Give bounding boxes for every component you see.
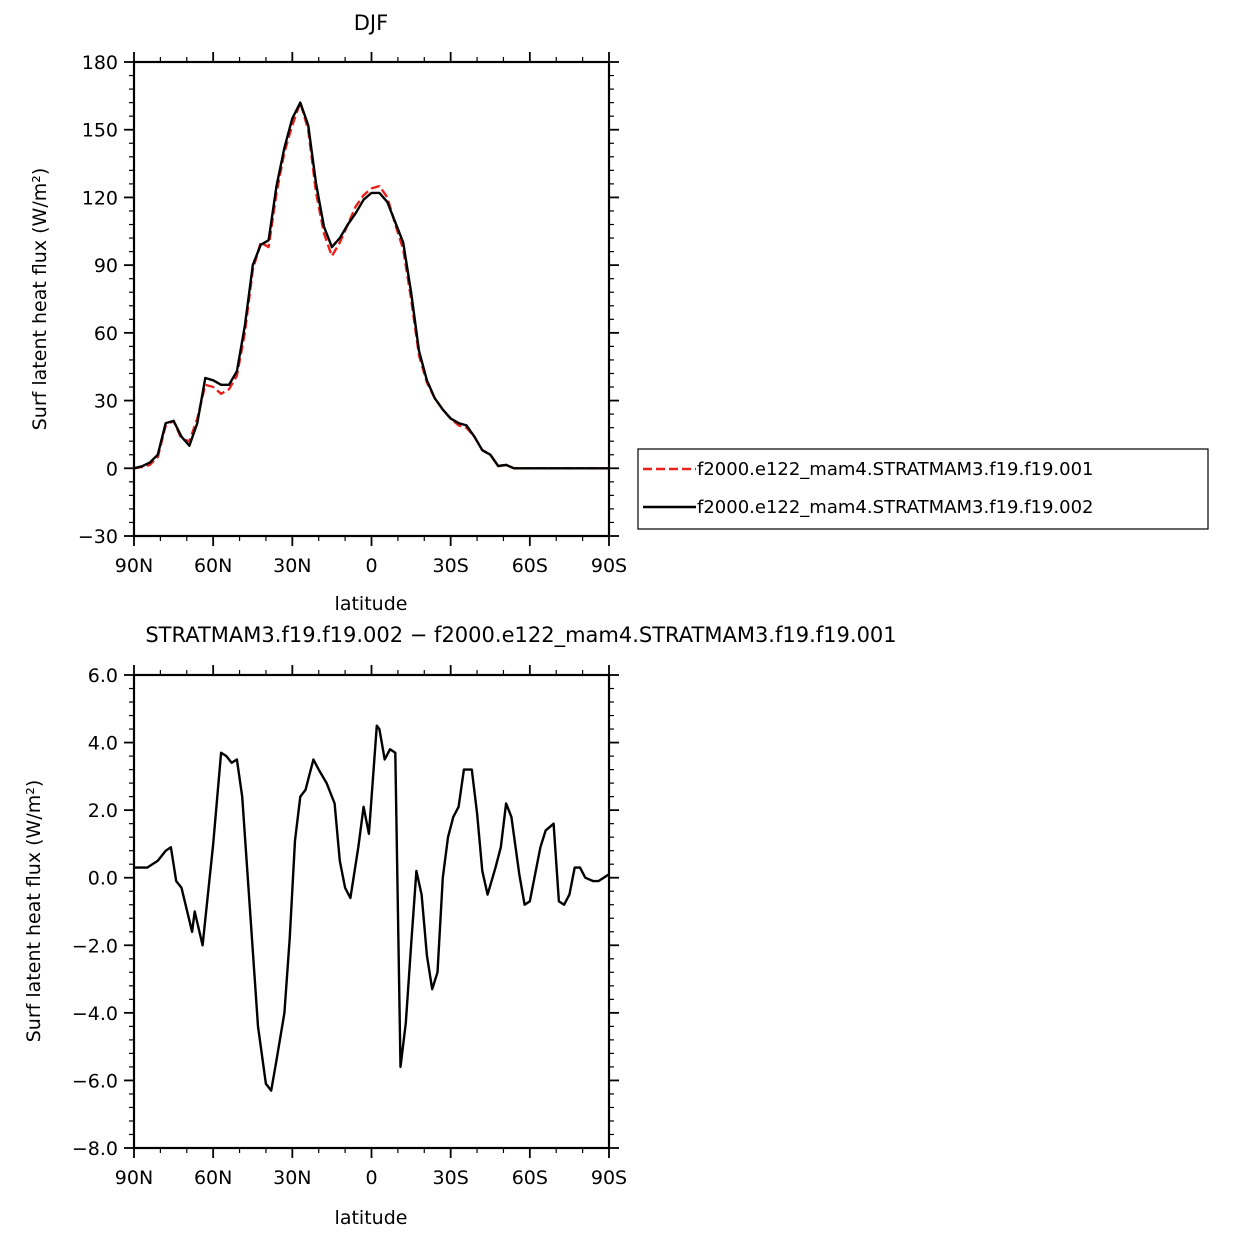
legend-label-series-1: f2000.e122_mam4.STRATMAM3.f19.f19.001 <box>697 459 1094 480</box>
y-tick-label: 0.0 <box>88 868 118 890</box>
series-line-1 <box>134 724 610 1092</box>
x-tick-label: 90S <box>591 555 627 577</box>
y-tick-label: −4.0 <box>72 1003 118 1025</box>
y-tick-label: 120 <box>82 187 118 209</box>
y-tick-label: 150 <box>82 120 118 142</box>
bottom-chart-xlabel: latitude <box>335 1207 408 1229</box>
legend-label-series-2: f2000.e122_mam4.STRATMAM3.f19.f19.002 <box>697 497 1094 518</box>
plot-panel-2: −8.0 −6.0 −4.0 −2.0 0.0 2.0 4.0 6.0 90N 60N 30N 0 30… <box>72 665 627 1189</box>
x-tick-label: 30S <box>433 1167 469 1189</box>
top-chart-xlabel: latitude <box>335 593 408 615</box>
y-tick-label: 6.0 <box>88 665 118 687</box>
x-tick-label: 60N <box>194 555 232 577</box>
legend-box <box>637 448 1209 530</box>
plot-panel-1: −30 0 30 60 90 120 150 180 90N 60N 30N 0 30S 60S 90S <box>78 52 627 577</box>
y-tick-label: −2.0 <box>72 935 118 957</box>
top-chart-ylabel: Surf latent heat flux (W/m²) <box>29 168 51 431</box>
y-tick-label: −8.0 <box>72 1138 118 1160</box>
bottom-chart-ylabel: Surf latent heat flux (W/m²) <box>23 780 45 1043</box>
y-tick-label: 2.0 <box>88 800 118 822</box>
series-line-1 <box>133 101 609 470</box>
top-chart-title: DJF <box>354 11 388 35</box>
x-tick-label: 60N <box>194 1167 232 1189</box>
x-tick-label: 0 <box>365 1167 377 1189</box>
x-tick-label: 60S <box>512 555 548 577</box>
y-tick-label: 60 <box>94 323 118 345</box>
x-tick-label: 90S <box>591 1167 627 1189</box>
x-tick-label: 90N <box>115 555 153 577</box>
y-tick-label: 4.0 <box>88 733 118 755</box>
y-tick-label: 90 <box>94 255 118 277</box>
y-tick-label: 180 <box>82 52 118 74</box>
x-tick-label: 90N <box>115 1167 153 1189</box>
x-tick-label: 30S <box>433 555 469 577</box>
x-tick-label: 0 <box>365 555 377 577</box>
y-tick-label: −6.0 <box>72 1070 118 1092</box>
x-tick-label: 30N <box>273 555 311 577</box>
y-tick-label: −30 <box>78 526 118 548</box>
x-tick-label: 30N <box>273 1167 311 1189</box>
series-line-2 <box>133 101 609 470</box>
bottom-chart-title: STRATMAM3.f19.f19.002 − f2000.e122_mam4.… <box>145 623 896 648</box>
plot-frame <box>132 60 611 538</box>
y-tick-label: 0 <box>106 458 118 480</box>
legend: f2000.e122_mam4.STRATMAM3.f19.f19.001 f2… <box>637 448 1209 530</box>
y-tick-label: 30 <box>94 391 118 413</box>
x-tick-label: 60S <box>512 1167 548 1189</box>
